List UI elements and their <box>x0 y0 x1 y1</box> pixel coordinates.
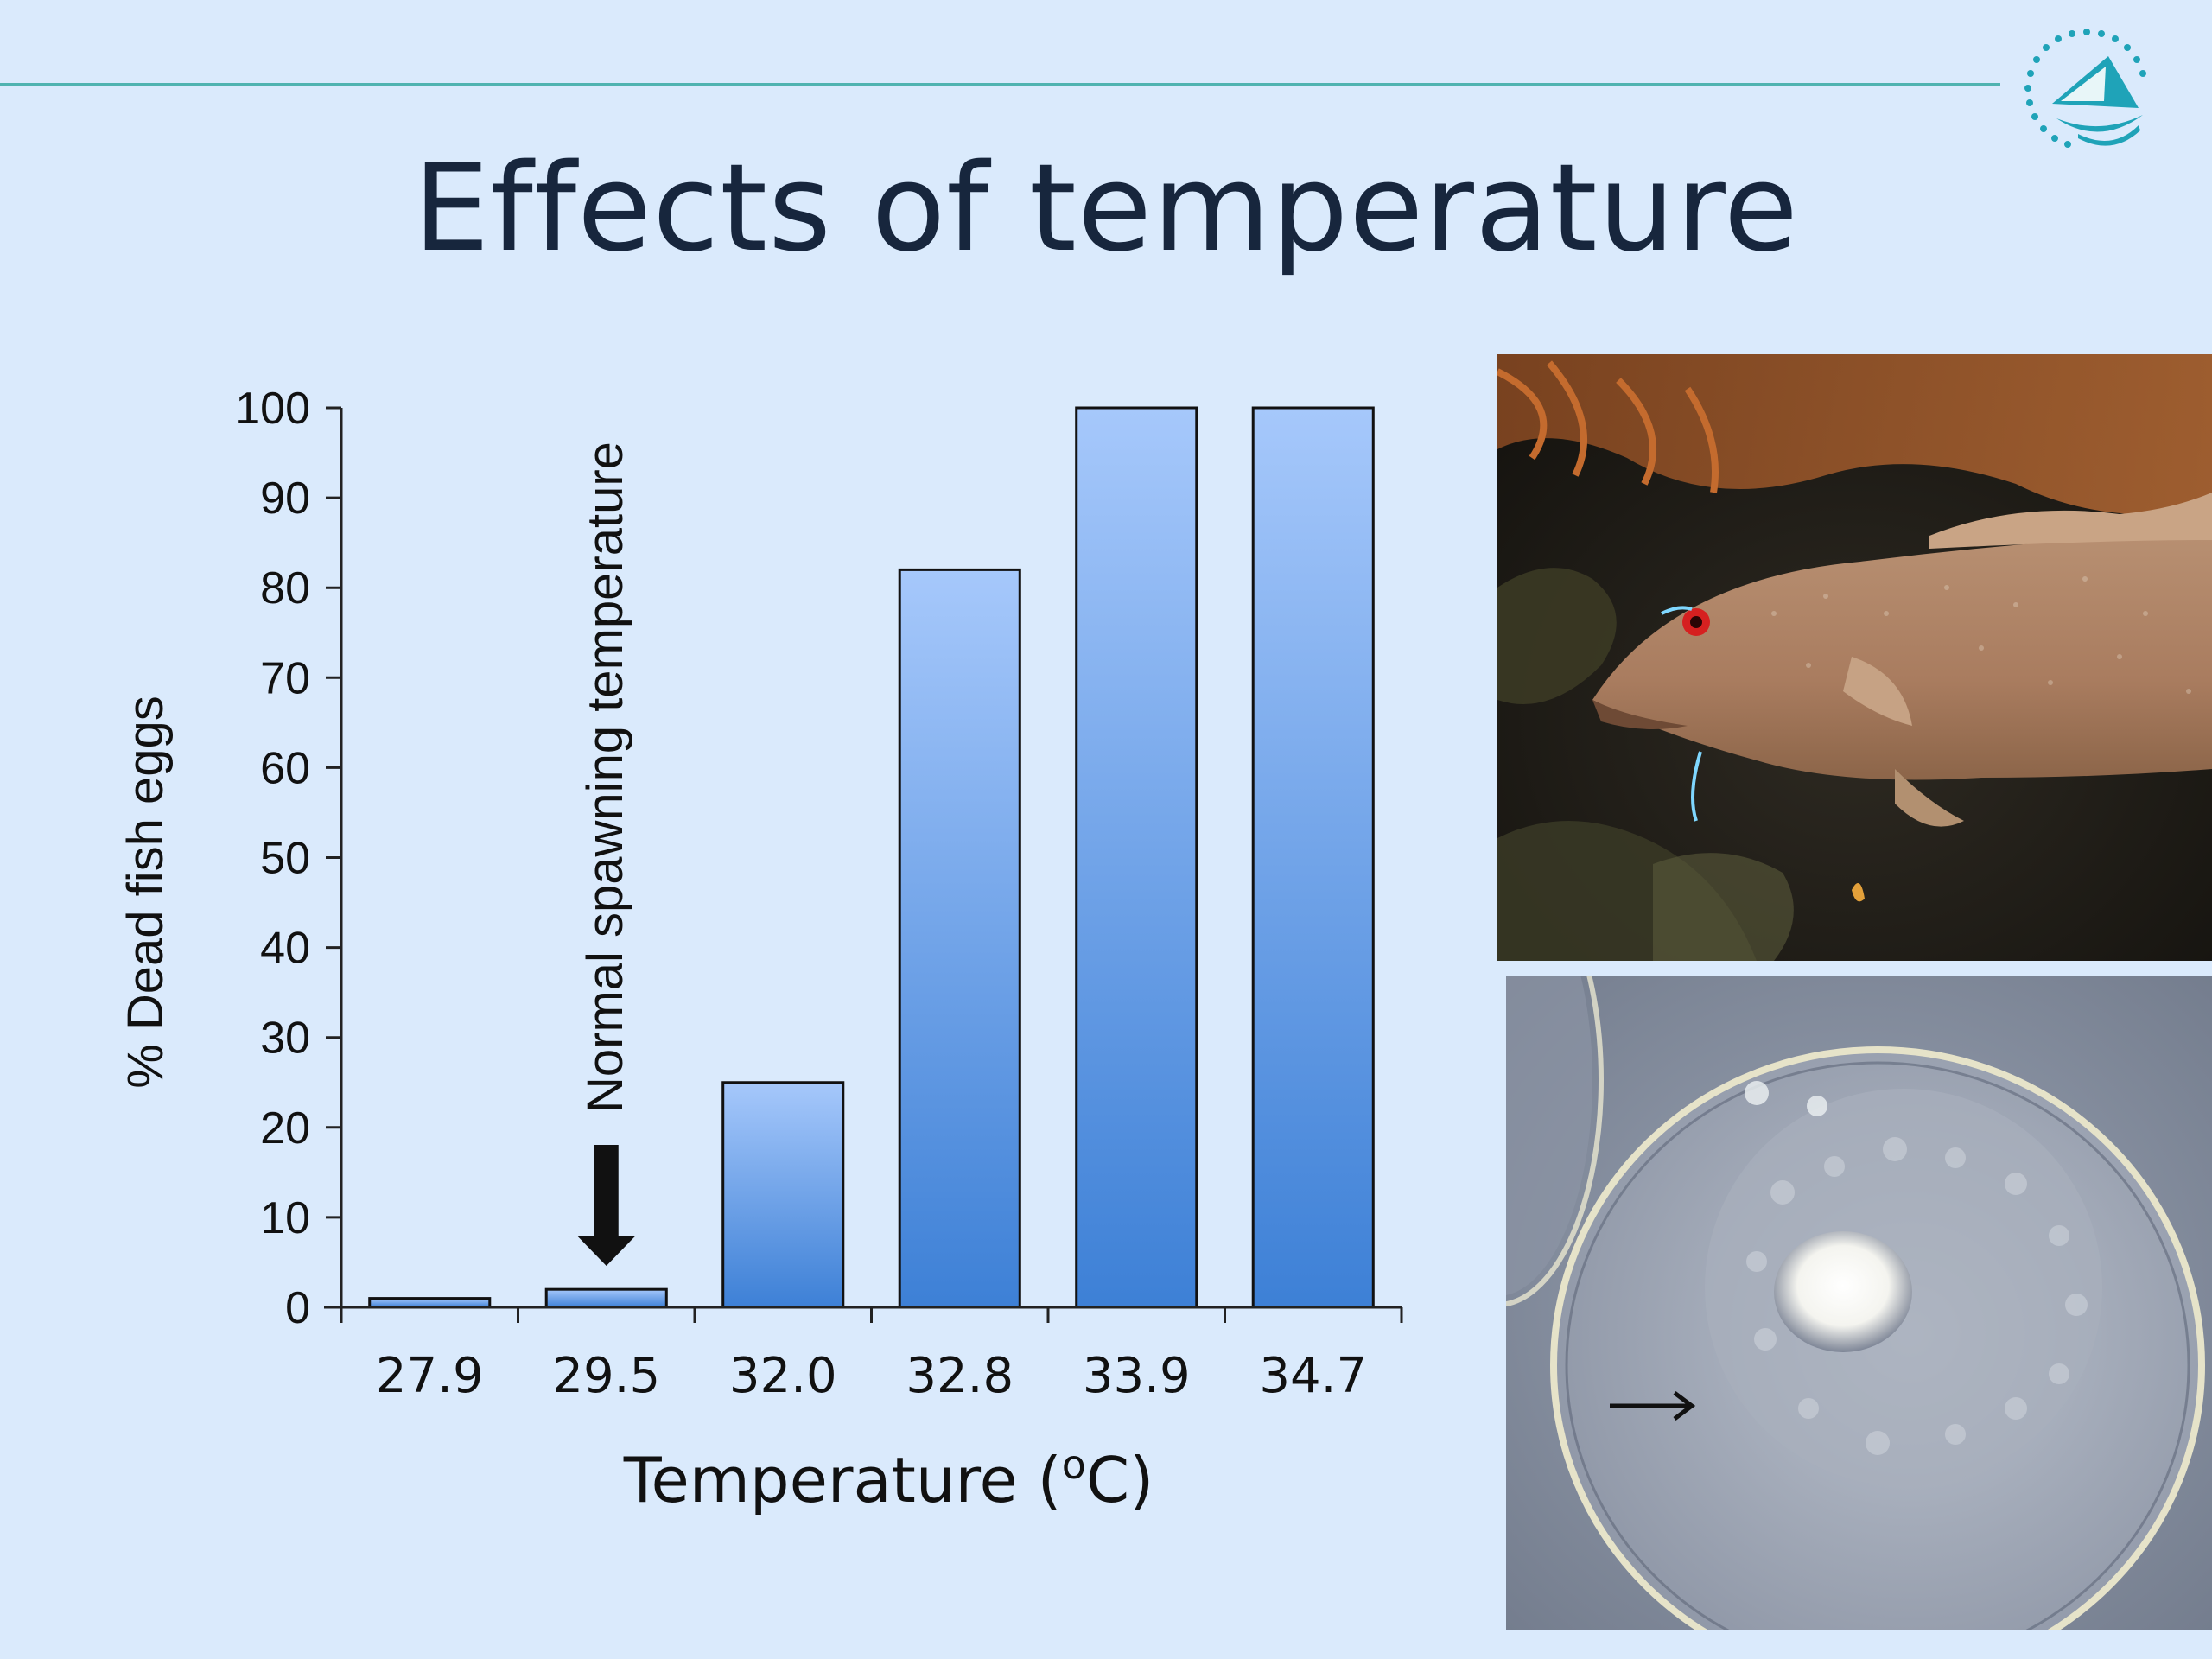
bar-32.8 <box>898 568 1021 1309</box>
x-axis-label: Temperature (oC) <box>623 1441 1154 1516</box>
y-tick-label: 60 <box>260 743 310 793</box>
bar-series <box>368 406 1375 1309</box>
y-tick-label: 40 <box>260 924 310 974</box>
y-tick-label: 50 <box>260 834 310 884</box>
slide-title: Effects of temperature <box>413 138 1799 279</box>
top-rule-divider <box>0 83 2000 86</box>
y-tick-label: 70 <box>260 653 310 703</box>
normal-spawning-annotation: Normal spawning temperature <box>577 442 633 1113</box>
bar-33.9 <box>1075 406 1198 1309</box>
bar-34.7 <box>1251 406 1375 1309</box>
x-tick-label: 33.9 <box>1083 1348 1191 1404</box>
down-arrow-icon <box>576 1145 636 1266</box>
x-axis-label-main: Temperature ( <box>623 1444 1062 1516</box>
x-axis-label-unit: C) <box>1086 1444 1154 1516</box>
bar-chart: 0 10 20 30 40 50 60 70 80 90 100 27.9 29.5 32.0 32.8 3… <box>86 346 1452 1555</box>
bar-chart-svg: 0 10 20 30 40 50 60 70 80 90 100 27.9 29.5 32.0 32.8 3… <box>118 384 1403 1516</box>
y-tick-label: 90 <box>260 474 310 524</box>
y-axis-label: % Dead fish eggs <box>118 696 174 1089</box>
y-tick-label: 80 <box>260 563 310 613</box>
x-tick-label: 29.5 <box>552 1348 660 1404</box>
x-tick-label: 32.0 <box>729 1348 837 1404</box>
x-tick-label: 32.8 <box>906 1348 1014 1404</box>
y-tick-label: 30 <box>260 1014 310 1064</box>
sailboat-circle-logo-icon <box>2024 29 2146 148</box>
fish-egg-micrograph <box>1506 976 2212 1630</box>
bar-29.5 <box>544 1287 668 1309</box>
y-tick-label: 20 <box>260 1103 310 1154</box>
y-tick-label: 0 <box>285 1283 310 1333</box>
y-axis-ticks: 0 10 20 30 40 50 60 70 80 90 100 <box>235 384 341 1333</box>
bar-32.0 <box>721 1081 845 1309</box>
bar-27.9 <box>368 1297 492 1309</box>
x-tick-label: 34.7 <box>1259 1348 1367 1404</box>
x-axis-label-superscript: o <box>1062 1441 1086 1488</box>
y-tick-label: 100 <box>235 384 310 434</box>
x-axis-ticks: 27.9 29.5 32.0 32.8 33.9 34.7 <box>340 1307 1403 1404</box>
x-tick-label: 27.9 <box>376 1348 484 1404</box>
grouper-fish-photo <box>1497 354 2212 961</box>
y-tick-label: 10 <box>260 1193 310 1243</box>
right-arrow-icon <box>1610 1391 1696 1421</box>
